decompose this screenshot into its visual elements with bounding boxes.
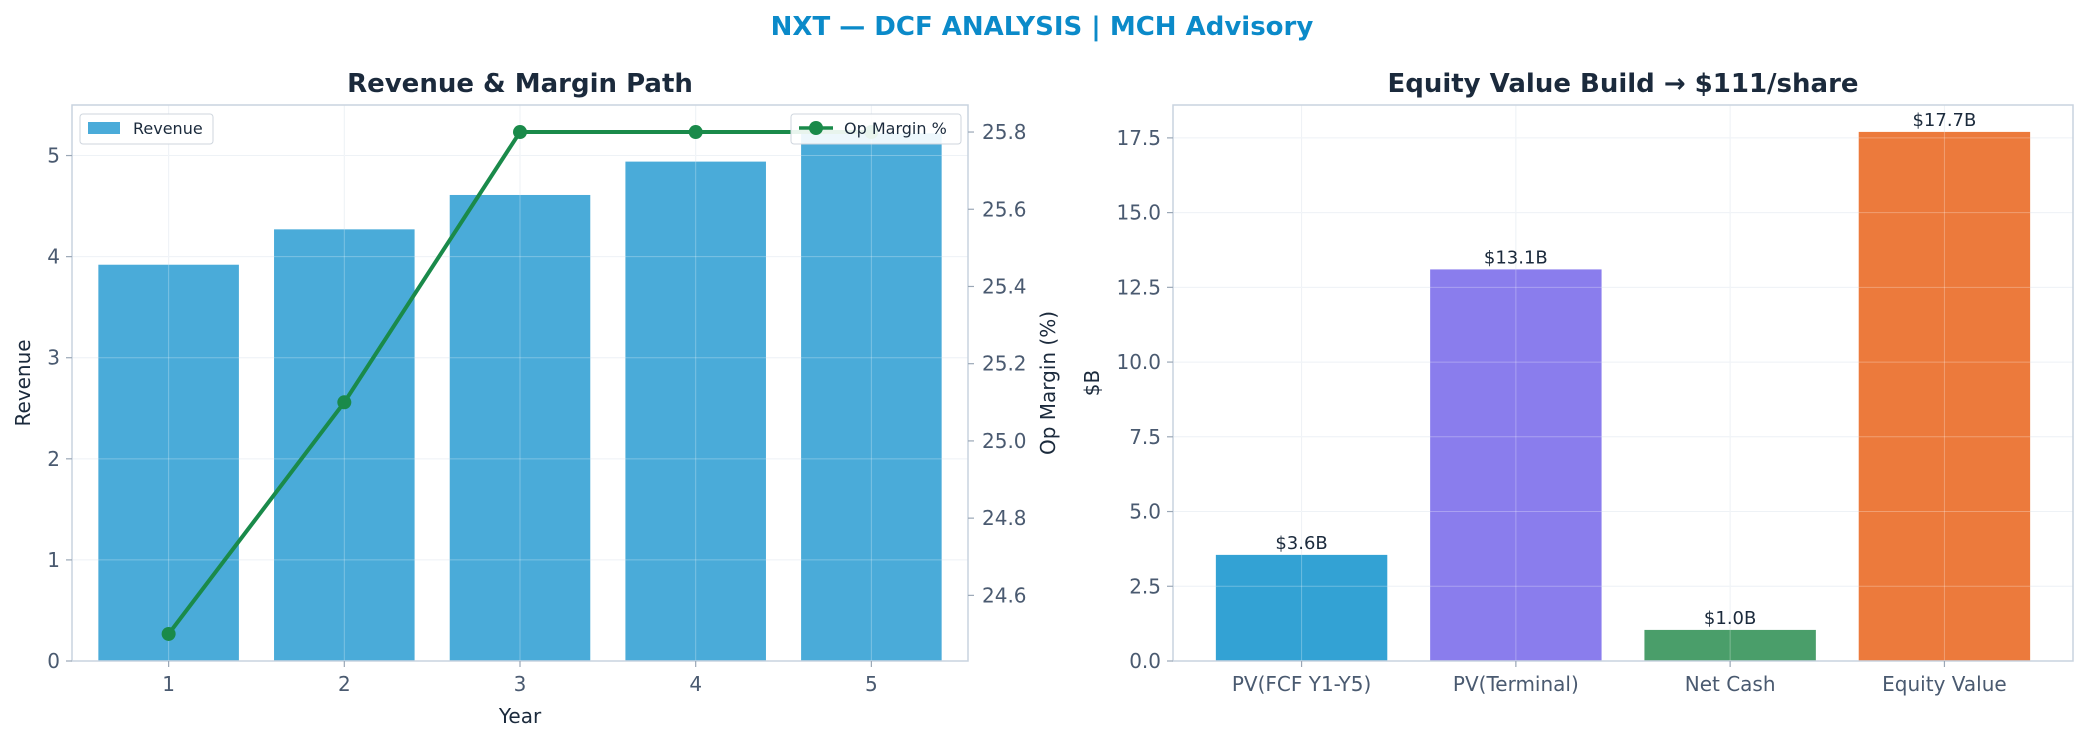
op-margin-y-tick-label: 25.6 xyxy=(982,197,1027,221)
year-x-tick-label: 1 xyxy=(162,672,175,696)
equity-build-chart: Equity Value Build → $111/share $3.6B $13… xyxy=(1080,69,2074,696)
op-margin-y-axis-label: Op Margin (%) xyxy=(1036,311,1060,455)
equity-x-tick-label: PV(FCF Y1-Y5) xyxy=(1232,672,1371,696)
op-margin-legend-marker xyxy=(809,121,823,135)
figure-title: NXT — DCF ANALYSIS | MCH Advisory xyxy=(771,12,1314,42)
equity-bar-4 xyxy=(1858,131,2031,662)
equity-data-label: $13.1B xyxy=(1484,247,1548,268)
op-margin-legend-label: Op Margin % xyxy=(844,119,947,138)
equity-y-tick-label: 5.0 xyxy=(1129,500,1161,524)
op-margin-y-tick-label: 25.4 xyxy=(982,274,1027,298)
year-x-tick-label: 2 xyxy=(338,672,351,696)
revenue-y-axis-label: Revenue xyxy=(11,339,35,426)
revenue-margin-chart: Revenue & Margin Path 0 1 2 3 4 5 24.6 24.8 25.… xyxy=(11,69,1060,728)
revenue-bar-year-5 xyxy=(801,133,942,662)
revenue-chart-title: Revenue & Margin Path xyxy=(347,69,693,99)
equity-x-tick-label: Equity Value xyxy=(1882,672,2007,696)
op-margin-point-year-3 xyxy=(513,125,527,140)
equity-chart-frame xyxy=(1172,104,2074,662)
equity-data-label: $17.7B xyxy=(1912,110,1976,131)
equity-x-ticks: PV(FCF Y1-Y5) PV(Terminal) Net Cash Equity … xyxy=(1232,661,2007,696)
year-x-tick-label: 3 xyxy=(514,672,527,696)
equity-y-tick-label: 15.0 xyxy=(1116,201,1161,225)
year-x-ticks: 1 2 3 4 5 xyxy=(162,661,878,696)
revenue-x-axis-label: Year xyxy=(498,704,542,728)
equity-x-tick-label: PV(Terminal) xyxy=(1453,672,1579,696)
revenue-legend-label: Revenue xyxy=(133,119,203,138)
equity-data-label: $1.0B xyxy=(1704,608,1756,629)
equity-bar-3 xyxy=(1644,629,1816,661)
op-margin-y-tick-label: 24.8 xyxy=(982,506,1027,530)
equity-y-ticks: 0.0 2.5 5.0 7.5 10.0 12.5 15.0 17.5 xyxy=(1116,126,1173,673)
equity-y-tick-label: 2.5 xyxy=(1129,574,1161,598)
equity-chart-title: Equity Value Build → $111/share xyxy=(1387,69,1858,99)
equity-y-tick-label: 7.5 xyxy=(1129,425,1161,449)
revenue-legend-swatch xyxy=(88,122,120,134)
revenue-y-tick-label: 5 xyxy=(47,144,60,168)
revenue-y-tick-label: 0 xyxy=(47,649,60,673)
op-margin-point-year-4 xyxy=(688,125,703,140)
revenue-bar-year-1 xyxy=(98,264,239,661)
op-margin-y-tick-label: 25.8 xyxy=(982,120,1027,144)
op-margin-point-year-2 xyxy=(337,395,352,410)
revenue-y-tick-label: 3 xyxy=(47,346,60,370)
op-margin-y-ticks: 24.6 24.8 25.0 25.2 25.4 25.6 25.8 xyxy=(968,120,1027,607)
revenue-legend-box xyxy=(79,113,214,145)
revenue-legend: Revenue xyxy=(79,113,214,145)
op-margin-y-tick-label: 25.0 xyxy=(982,429,1027,453)
equity-data-label: $3.6B xyxy=(1275,533,1327,554)
year-x-tick-label: 4 xyxy=(689,672,702,696)
equity-bars xyxy=(1215,131,2031,662)
op-margin-point-year-1 xyxy=(161,626,176,641)
equity-y-tick-label: 12.5 xyxy=(1116,275,1161,299)
equity-y-tick-label: 10.0 xyxy=(1116,350,1161,374)
op-margin-y-tick-label: 24.6 xyxy=(982,583,1027,607)
op-margin-legend-box xyxy=(790,113,962,145)
equity-y-tick-label: 0.0 xyxy=(1129,649,1161,673)
equity-x-tick-label: Net Cash xyxy=(1685,672,1776,696)
equity-y-axis-label: $B xyxy=(1080,370,1104,396)
revenue-bar-year-4 xyxy=(625,161,766,662)
revenue-y-tick-label: 4 xyxy=(47,245,60,269)
revenue-y-ticks: 0 1 2 3 4 5 xyxy=(47,144,72,673)
revenue-bars xyxy=(98,133,942,662)
equity-y-tick-label: 17.5 xyxy=(1116,126,1161,150)
revenue-bar-year-3 xyxy=(449,194,591,662)
equity-bar-2 xyxy=(1430,269,1602,661)
revenue-y-tick-label: 2 xyxy=(47,447,60,471)
op-margin-y-tick-label: 25.2 xyxy=(982,352,1027,376)
revenue-bar-year-2 xyxy=(274,229,415,662)
op-margin-legend: Op Margin % xyxy=(790,113,962,145)
equity-bar-1 xyxy=(1215,554,1388,661)
year-x-tick-label: 5 xyxy=(865,672,878,696)
equity-data-labels: $3.6B $13.1B $1.0B $17.7B xyxy=(1275,110,1976,629)
revenue-y-tick-label: 1 xyxy=(47,548,60,572)
